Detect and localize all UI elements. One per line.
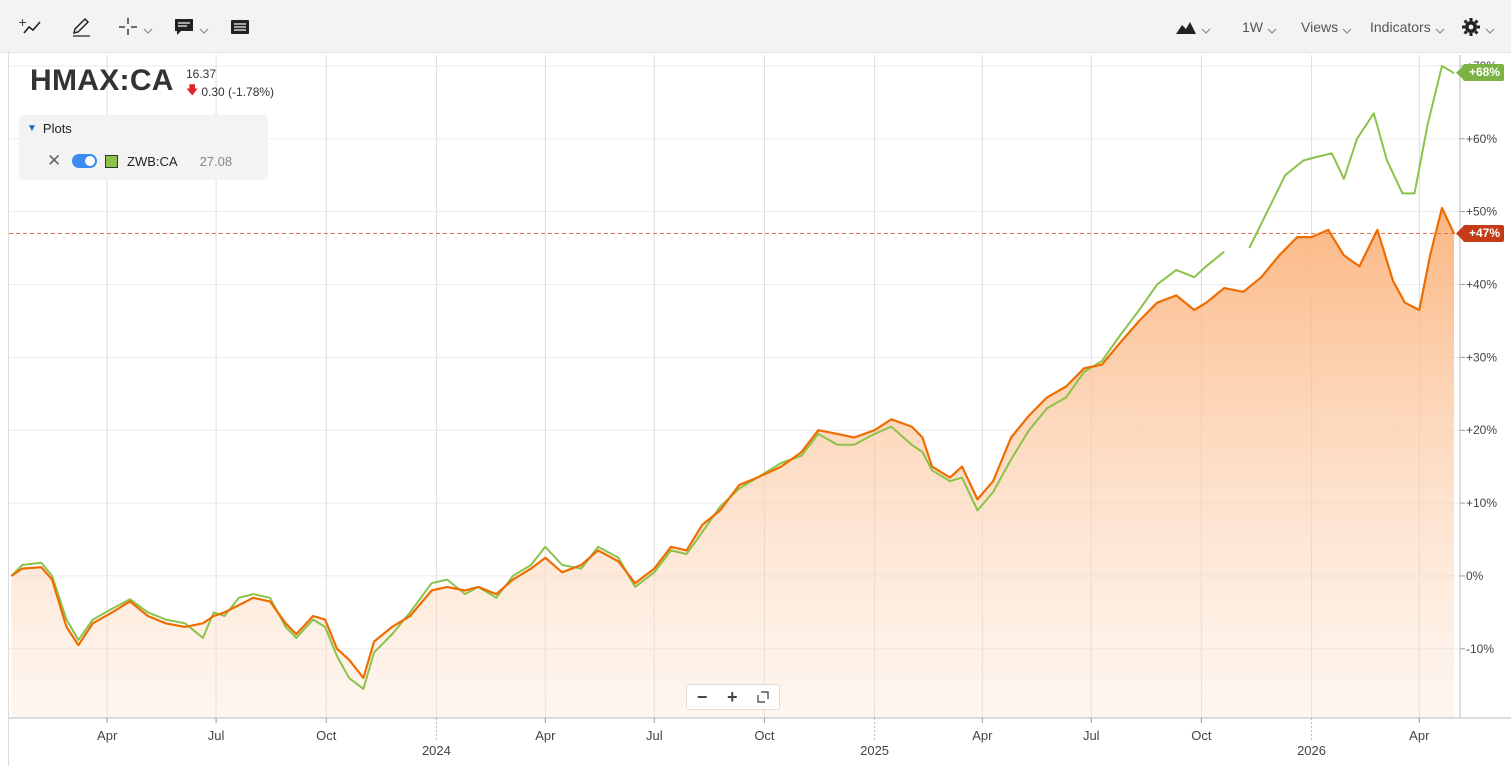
plot-symbol: ZWB:CA: [127, 153, 178, 169]
gear-icon: [1462, 18, 1480, 36]
y-tick-label: +20%: [1466, 423, 1497, 437]
x-tick-label: Oct: [754, 728, 775, 743]
plots-heading: Plots: [42, 121, 72, 136]
news-icon[interactable]: [229, 14, 251, 40]
price-change: 🡇 0.30 (-1.78%): [186, 81, 274, 102]
y-tick-label: -10%: [1466, 642, 1494, 656]
zwb-return-badge: +68%: [1463, 64, 1505, 82]
x-tick-label: Oct: [1191, 728, 1212, 743]
x-tick-label: Apr: [535, 728, 556, 743]
hmax-badge-pointer: [1456, 226, 1463, 241]
interval-label: 1W: [1242, 19, 1263, 35]
chevron-down-icon[interactable]: [199, 28, 209, 35]
views-menu[interactable]: Views: [1301, 14, 1352, 40]
chart-toolbar: + 1W Views Indicators: [0, 0, 1511, 53]
ticker-symbol: HMAX:CA: [30, 64, 174, 97]
plots-toggle[interactable]: ▼ Plots: [27, 121, 72, 136]
plot-value: 27.08: [199, 153, 233, 169]
x-year-label: 2025: [860, 743, 889, 758]
hmax-area-fill: [11, 208, 1454, 718]
x-tick-label: Jul: [646, 728, 663, 743]
hmax-series-line: [10, 206, 1455, 679]
views-label: Views: [1301, 19, 1339, 35]
x-tick-label: Apr: [972, 728, 993, 743]
x-tick-label: Jul: [208, 728, 225, 743]
chevron-down-icon: [1485, 28, 1495, 34]
interval-select[interactable]: 1W: [1242, 14, 1277, 40]
zoom-controls: − +: [686, 684, 780, 710]
x-year-label: 2026: [1297, 743, 1326, 758]
mountain-chart-icon: [1176, 22, 1196, 34]
zwb-badge-pointer: [1456, 66, 1463, 80]
plot-color-swatch[interactable]: [105, 154, 118, 168]
y-tick-label: +30%: [1466, 350, 1497, 364]
zwb-series-line: [10, 64, 1455, 690]
x-tick-label: Apr: [1409, 728, 1430, 743]
chevron-down-icon: [1201, 28, 1211, 34]
chevron-down-icon: [1435, 28, 1445, 34]
chevron-down-icon[interactable]: [143, 28, 153, 35]
annotation-icon[interactable]: [173, 14, 209, 40]
plot-visibility-toggle[interactable]: [72, 154, 97, 168]
plot-row-zwb: ✕ ZWB:CA 27.08: [47, 151, 232, 171]
chevron-down-icon: [1342, 28, 1352, 34]
add-trendline-icon[interactable]: +: [18, 14, 44, 40]
remove-plot-icon[interactable]: ✕: [47, 151, 62, 170]
down-arrow-icon: 🡇: [186, 83, 199, 97]
x-tick-label: Oct: [316, 728, 337, 743]
x-tick-label: Apr: [97, 728, 118, 743]
chevron-down-icon: [1267, 28, 1277, 34]
last-price: 16.37: [186, 67, 217, 81]
collapse-triangle-icon: ▼: [27, 123, 37, 134]
plots-panel: ▼ Plots ✕ ZWB:CA 27.08: [19, 115, 268, 180]
x-tick-label: Jul: [1083, 728, 1100, 743]
indicators-menu[interactable]: Indicators: [1370, 14, 1445, 40]
settings-button[interactable]: [1461, 14, 1495, 40]
y-tick-label: +50%: [1466, 205, 1497, 219]
y-tick-label: +40%: [1466, 278, 1497, 292]
y-tick-label: 0%: [1466, 569, 1484, 583]
zoom-out-button[interactable]: −: [696, 686, 708, 707]
crosshair-icon[interactable]: [117, 14, 153, 40]
draw-pencil-icon[interactable]: [70, 14, 92, 40]
x-year-label: 2024: [422, 743, 451, 758]
svg-text:+: +: [18, 16, 27, 29]
chart-area: [8, 52, 1511, 766]
zoom-in-button[interactable]: +: [727, 686, 738, 707]
indicators-label: Indicators: [1370, 19, 1431, 35]
fullscreen-icon[interactable]: [757, 687, 769, 708]
chart-type-button[interactable]: [1175, 14, 1211, 40]
hmax-return-badge: +47%: [1463, 224, 1505, 242]
y-tick-label: +10%: [1466, 496, 1497, 510]
y-tick-label: +60%: [1466, 132, 1497, 146]
price-change-value: 0.30 (-1.78%): [201, 84, 275, 99]
